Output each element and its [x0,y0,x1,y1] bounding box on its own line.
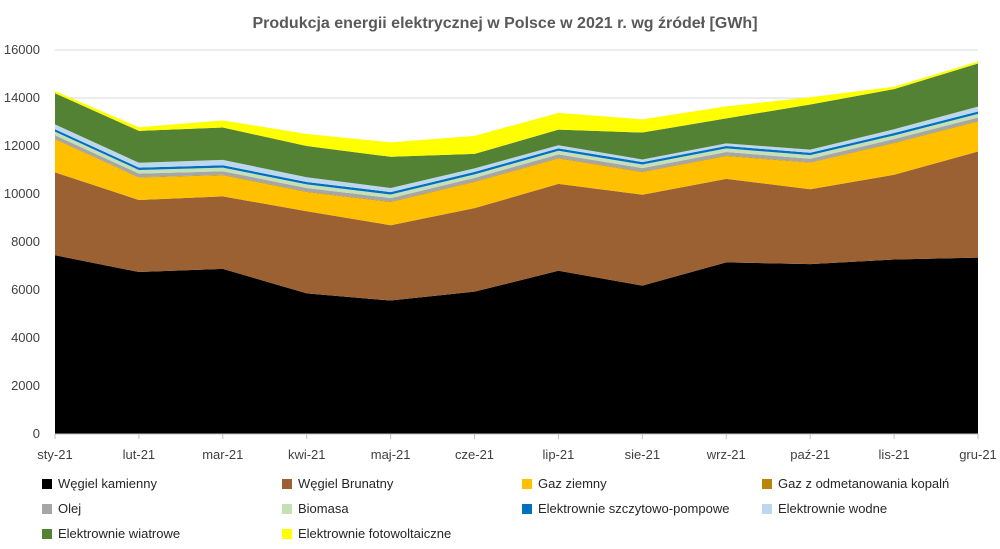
legend-item: Elektrownie szczytowo-pompowe [522,501,729,516]
legend-item: Elektrownie wodne [762,501,887,516]
legend: Węgiel kamienny Węgiel Brunatny Gaz ziemny… [42,476,949,541]
y-tick-label: 2000 [11,378,40,393]
legend-swatch [522,479,532,489]
plot-area [55,61,978,434]
y-tick-label: 0 [33,426,40,441]
legend-swatch [282,529,292,539]
y-tick-label: 8000 [11,234,40,249]
y-tick-label: 6000 [11,282,40,297]
area-series-4 [55,117,978,202]
legend-label: Węgiel kamienny [58,476,157,491]
legend-label: Elektrownie wiatrowe [58,526,180,541]
x-tick-label: lip-21 [543,447,575,462]
legend-swatch [42,479,52,489]
legend-swatch [42,529,52,539]
x-tick-label: cze-21 [455,447,494,462]
area-series-8 [55,63,978,188]
area-series-9 [55,61,978,157]
area-series-5 [55,113,978,199]
x-tick-label: sty-21 [37,447,72,462]
x-tick-label: wrz-21 [706,447,746,462]
legend-item: Elektrownie fotowoltaiczne [282,526,451,541]
area-series-2 [55,121,978,226]
legend-swatch [282,479,292,489]
legend-item: Gaz ziemny [522,476,607,491]
x-tick-label: kwi-21 [288,447,326,462]
area-series-6 [55,111,978,195]
chart-title: Produkcja energii elektrycznej w Polsce … [252,15,757,32]
y-tick-label: 10000 [4,186,40,201]
x-axis: sty-21 lut-21 mar-21 kwi-21 maj-21 cze-21 lip-… [37,433,997,462]
legend-item: Węgiel kamienny [42,476,157,491]
x-tick-label: paź-21 [790,447,830,462]
x-tick-label: lut-21 [123,447,156,462]
legend-item: Biomasa [282,501,349,516]
legend-label: Olej [58,501,81,516]
legend-item: Elektrownie wiatrowe [42,526,180,541]
legend-swatch [42,504,52,514]
legend-label: Gaz ziemny [538,476,607,491]
legend-label: Gaz z odmetanowania kopalń [778,476,949,491]
y-axis: 0 2000 4000 6000 8000 10000 12000 14000 16000 [4,42,40,441]
legend-swatch [762,504,772,514]
x-tick-label: lis-21 [879,447,910,462]
legend-label: Biomasa [298,501,349,516]
legend-label: Węgiel Brunatny [298,476,394,491]
y-tick-label: 16000 [4,42,40,57]
y-tick-label: 12000 [4,138,40,153]
legend-swatch [282,504,292,514]
area-series-1 [55,151,978,301]
legend-swatch [522,504,532,514]
area-series-0 [55,255,978,434]
x-tick-label: sie-21 [625,447,660,462]
y-tick-label: 4000 [11,330,40,345]
legend-item: Olej [42,501,81,516]
legend-label: Elektrownie szczytowo-pompowe [538,501,729,516]
x-tick-label: maj-21 [371,447,411,462]
x-tick-label: gru-21 [959,447,997,462]
legend-swatch [762,479,772,489]
y-tick-label: 14000 [4,90,40,105]
legend-label: Elektrownie wodne [778,501,887,516]
legend-label: Elektrownie fotowoltaiczne [298,526,451,541]
legend-item: Węgiel Brunatny [282,476,394,491]
area-series-7 [55,106,978,193]
x-tick-label: mar-21 [202,447,243,462]
legend-item: Gaz z odmetanowania kopalń [762,476,949,491]
